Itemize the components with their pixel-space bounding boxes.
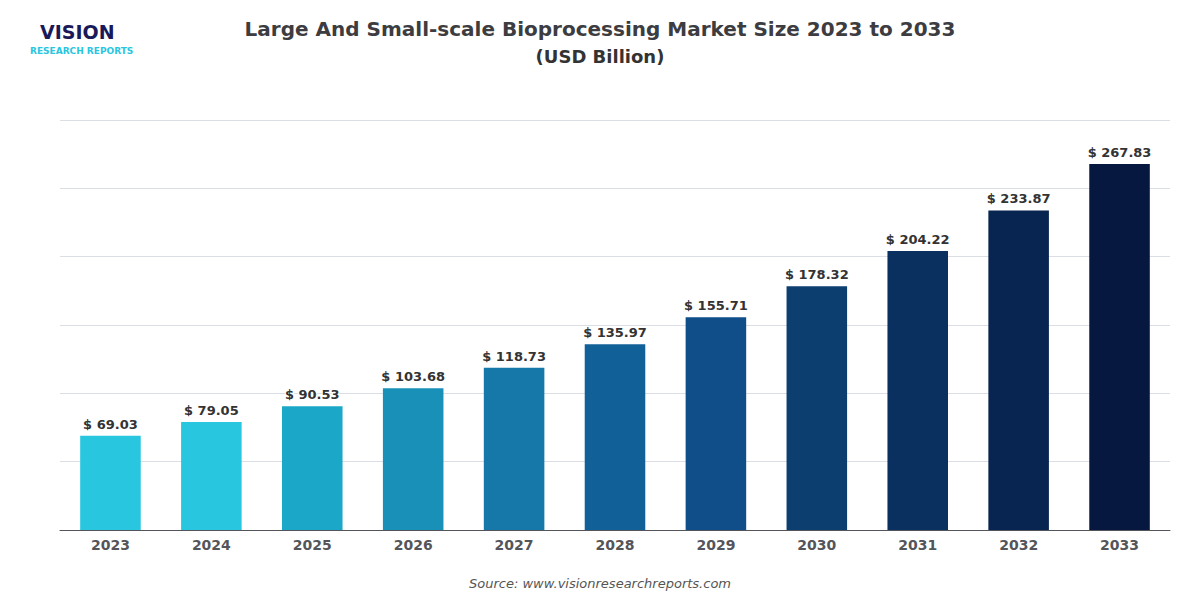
- svg-text:Source: www.visionresearchrepo: Source: www.visionresearchreports.com: [469, 576, 731, 591]
- svg-text:VISION: VISION: [40, 21, 115, 43]
- svg-text:$ 90.53: $ 90.53: [285, 387, 340, 402]
- svg-text:2029: 2029: [696, 537, 735, 553]
- svg-text:2032: 2032: [999, 537, 1038, 553]
- svg-text:2033: 2033: [1100, 537, 1139, 553]
- svg-text:$ 204.22: $ 204.22: [886, 232, 950, 247]
- svg-text:$ 79.05: $ 79.05: [184, 403, 239, 418]
- svg-text:2023: 2023: [91, 537, 130, 553]
- svg-text:Large And Small-scale Bioproce: Large And Small-scale Bioprocessing Mark…: [245, 17, 956, 41]
- svg-text:2027: 2027: [495, 537, 534, 553]
- svg-text:$ 178.32: $ 178.32: [785, 267, 849, 282]
- svg-text:2026: 2026: [394, 537, 433, 553]
- svg-text:$ 135.97: $ 135.97: [583, 325, 647, 340]
- svg-text:$ 69.03: $ 69.03: [83, 417, 138, 432]
- svg-text:2030: 2030: [797, 537, 836, 553]
- svg-text:$ 155.71: $ 155.71: [684, 298, 748, 313]
- svg-text:$ 233.87: $ 233.87: [987, 191, 1051, 206]
- svg-text:$ 118.73: $ 118.73: [482, 349, 546, 364]
- svg-text:2025: 2025: [293, 537, 332, 553]
- svg-text:2024: 2024: [192, 537, 231, 553]
- svg-text:2028: 2028: [596, 537, 635, 553]
- svg-text:$ 267.83: $ 267.83: [1088, 145, 1152, 160]
- svg-text:$ 103.68: $ 103.68: [381, 369, 445, 384]
- svg-text:RESEARCH REPORTS: RESEARCH REPORTS: [30, 46, 133, 56]
- svg-text:2031: 2031: [898, 537, 937, 553]
- svg-text:(USD Billion): (USD Billion): [536, 46, 665, 67]
